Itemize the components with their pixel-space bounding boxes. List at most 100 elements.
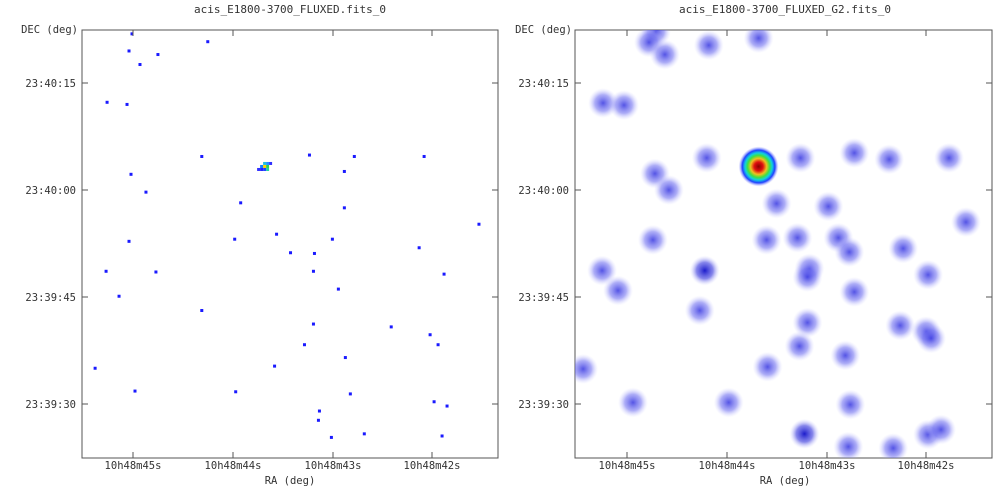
smoothed-source xyxy=(926,414,957,445)
source-pixel xyxy=(266,164,270,168)
source-pixel xyxy=(440,434,444,438)
smoothed-source xyxy=(743,30,774,54)
smoothed-source xyxy=(689,255,720,286)
smoothed-source xyxy=(792,261,823,292)
source-pixel xyxy=(330,237,334,241)
source-pixel xyxy=(343,356,347,360)
smoothed-source xyxy=(761,188,792,219)
right-sources-layer xyxy=(575,30,981,458)
y-tick-label: 23:40:15 xyxy=(518,78,569,90)
left-panel-title: acis_E1800-3700_FLUXED.fits_0 xyxy=(194,3,386,16)
source-pixel xyxy=(138,63,142,67)
source-pixel xyxy=(239,201,243,205)
source-pixel xyxy=(257,167,261,171)
x-tick-label: 10h48m45s xyxy=(599,460,656,472)
source-pixel xyxy=(352,154,356,158)
source-pixel xyxy=(130,32,134,36)
smoothed-source xyxy=(752,351,783,382)
source-pixel xyxy=(127,239,131,243)
smoothed-source xyxy=(792,307,823,338)
left-x-axis-label: RA (deg) xyxy=(265,475,316,487)
smoothed-source xyxy=(888,233,919,264)
y-tick-label: 23:39:45 xyxy=(25,292,76,304)
x-tick-label: 10h48m43s xyxy=(305,460,362,472)
source-pixel xyxy=(260,164,264,168)
source-pixel xyxy=(422,154,426,158)
source-pixel xyxy=(445,404,449,408)
smoothed-source xyxy=(839,276,870,307)
x-tick-label: 10h48m44s xyxy=(205,460,262,472)
source-pixel xyxy=(432,400,436,404)
left-x-ticks: 10h48m45s 10h48m44s 10h48m43s 10h48m42s xyxy=(105,30,461,472)
source-pixel xyxy=(362,432,366,436)
source-pixel xyxy=(273,364,277,368)
x-tick-label: 10h48m44s xyxy=(699,460,756,472)
smoothed-source xyxy=(649,39,680,70)
smoothed-source xyxy=(916,323,947,354)
source-pixel xyxy=(316,418,320,422)
left-y-axis-label: DEC (deg) xyxy=(21,24,78,36)
source-pixel xyxy=(117,294,121,298)
source-pixel xyxy=(329,435,333,439)
source-pixel xyxy=(266,167,270,171)
source-pixel xyxy=(312,251,316,255)
smoothed-source xyxy=(839,137,870,168)
source-pixel xyxy=(317,409,321,413)
smoothed-source xyxy=(603,275,634,306)
source-pixel xyxy=(129,172,133,176)
source-pixel xyxy=(428,333,432,337)
smoothed-source xyxy=(789,418,820,449)
source-pixel xyxy=(133,389,137,393)
right-panel-title: acis_E1800-3700_FLUXED_G2.fits_0 xyxy=(679,3,891,16)
left-plot-frame xyxy=(81,29,499,459)
smoothed-source xyxy=(637,224,668,255)
right-image-panel: acis_E1800-3700_FLUXED_G2.fits_0 DEC (de… xyxy=(515,3,993,487)
smoothed-source xyxy=(874,144,905,175)
left-y-ticks: 23:40:15 23:40:00 23:39:45 23:39:30 xyxy=(25,78,498,411)
smoothed-source xyxy=(913,259,944,290)
source-pixel xyxy=(127,49,131,53)
smoothed-source xyxy=(830,340,861,371)
source-pixel xyxy=(156,53,160,57)
source-pixel xyxy=(289,251,293,255)
source-pixel xyxy=(417,246,421,250)
smoothed-source xyxy=(833,431,864,458)
smoothed-source xyxy=(784,331,815,362)
bright-source xyxy=(738,146,779,187)
smoothed-source xyxy=(691,142,722,173)
source-pixel xyxy=(263,161,267,165)
right-y-ticks: 23:40:15 23:40:00 23:39:45 23:39:30 xyxy=(518,78,992,411)
source-pixel xyxy=(105,100,109,104)
source-pixel xyxy=(125,102,129,106)
source-pixel xyxy=(154,270,158,274)
y-tick-label: 23:40:00 xyxy=(518,185,569,197)
source-pixel xyxy=(311,322,315,326)
source-pixel xyxy=(477,222,481,226)
source-pixel xyxy=(233,237,237,241)
source-pixel xyxy=(342,206,346,210)
source-pixel xyxy=(336,287,340,291)
smoothed-source xyxy=(785,142,816,173)
smoothed-source xyxy=(575,353,599,384)
smoothed-source xyxy=(835,389,866,420)
y-tick-label: 23:39:30 xyxy=(518,399,569,411)
source-pixel xyxy=(93,366,97,370)
source-pixel xyxy=(307,153,311,157)
source-pixel xyxy=(442,272,446,276)
smoothed-source xyxy=(693,30,724,61)
x-tick-label: 10h48m42s xyxy=(404,460,461,472)
source-pixel xyxy=(144,190,148,194)
source-pixel xyxy=(266,161,270,165)
smoothed-source xyxy=(713,387,744,418)
left-image-panel: acis_E1800-3700_FLUXED.fits_0 DEC (deg) … xyxy=(21,3,499,487)
y-tick-label: 23:39:30 xyxy=(25,399,76,411)
source-pixel xyxy=(234,390,238,394)
right-y-axis-label: DEC (deg) xyxy=(515,24,572,36)
smoothed-source xyxy=(684,295,715,326)
smoothed-source xyxy=(617,387,648,418)
smoothed-source xyxy=(653,175,684,205)
x-tick-label: 10h48m45s xyxy=(105,460,162,472)
source-pixel xyxy=(302,343,306,347)
left-sources-layer xyxy=(93,32,481,439)
